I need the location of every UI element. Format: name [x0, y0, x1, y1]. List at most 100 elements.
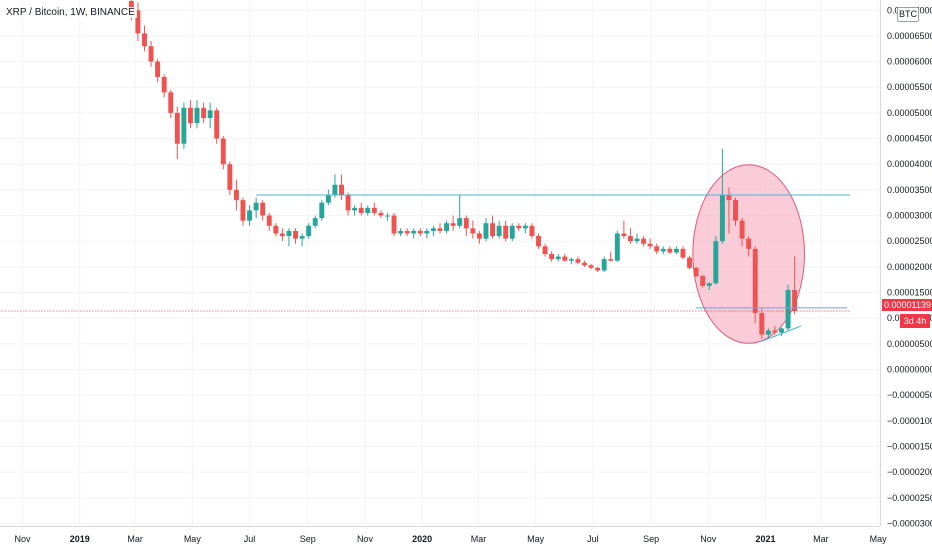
symbol-title[interactable]: XRP / Bitcoin, 1W, BINANCE — [4, 7, 137, 18]
candle — [733, 197, 738, 226]
candle — [293, 228, 298, 244]
candle-body — [779, 328, 784, 333]
candle — [207, 102, 213, 129]
candle — [306, 223, 312, 239]
candle-body — [325, 195, 331, 203]
time-tick-label: May — [870, 534, 888, 544]
candle-body — [713, 241, 719, 284]
candle-body — [641, 238, 647, 244]
candle-body — [417, 230, 423, 234]
time-tick-label: Nov — [357, 534, 374, 544]
candle — [549, 251, 555, 262]
price-tick-label: 0.00004000 — [887, 159, 932, 169]
candle-body — [700, 276, 706, 286]
candle — [516, 223, 522, 231]
time-tick-label: Mar — [471, 534, 487, 544]
candle-body — [299, 236, 305, 239]
time-tick-label: May — [184, 534, 202, 544]
candle — [286, 228, 292, 247]
candle-body — [181, 107, 187, 144]
candle-body — [253, 202, 259, 211]
candle — [299, 233, 305, 247]
candle-body — [240, 200, 246, 221]
currency-badge[interactable]: BTC — [897, 7, 919, 22]
candle-body — [444, 223, 450, 231]
last-price-label: 0.00001139 — [882, 299, 932, 311]
candle-body — [398, 230, 404, 234]
horizontal-lines — [0, 194, 850, 342]
candle — [483, 218, 489, 242]
candle-body — [365, 207, 371, 213]
candle-body — [470, 228, 476, 234]
candle — [404, 228, 410, 237]
price-tick-label: −0.00002500 — [887, 493, 932, 503]
candle — [135, 2, 141, 42]
bar-countdown-label: 3d 4h — [900, 314, 930, 328]
candle — [417, 228, 423, 237]
candle-body — [345, 195, 351, 211]
candle — [385, 212, 390, 221]
candle-body — [706, 283, 712, 286]
candle-body — [214, 110, 220, 139]
candle — [568, 257, 574, 265]
candle-body — [306, 225, 312, 237]
candle-body — [463, 218, 469, 229]
candle — [470, 220, 476, 239]
candle-body — [168, 92, 174, 113]
candle-body — [496, 225, 502, 237]
candle-body — [293, 230, 298, 239]
price-tick-label: 0.00003000 — [887, 211, 932, 221]
candle — [529, 223, 535, 239]
price-tick-label: 0.00003500 — [887, 185, 932, 195]
candle-body — [352, 207, 358, 211]
candle-body — [194, 107, 200, 124]
candle-body — [358, 207, 364, 213]
time-tick-label: Sep — [300, 534, 316, 544]
candle — [595, 266, 601, 272]
candle — [168, 89, 174, 119]
candle-body — [739, 220, 745, 239]
candle-body — [588, 265, 594, 268]
candle-body — [279, 233, 285, 237]
candle — [187, 100, 193, 129]
candle-body — [660, 248, 666, 252]
candle-body — [726, 195, 732, 201]
candle-body — [450, 223, 456, 226]
candle — [391, 212, 397, 237]
candle — [693, 266, 699, 278]
candle-body — [476, 233, 482, 239]
candle-body — [430, 228, 436, 231]
candle — [601, 256, 607, 272]
time-tick-label: Jul — [587, 534, 599, 544]
candle — [450, 215, 456, 231]
candle-body — [522, 225, 528, 229]
candle — [490, 215, 495, 239]
candle — [273, 223, 279, 237]
candle-body — [647, 243, 653, 247]
candle-body — [319, 202, 325, 219]
candle-body — [220, 138, 226, 165]
candle — [365, 205, 371, 216]
price-tick-label: 0.00001500 — [887, 288, 932, 298]
candle-body — [529, 225, 535, 237]
time-tick-label: 2019 — [70, 534, 90, 544]
candle — [713, 236, 719, 285]
candle-body — [562, 256, 568, 261]
candle — [503, 220, 509, 242]
price-tick-label: 0.00002000 — [887, 262, 932, 272]
candle-body — [424, 230, 430, 234]
candle-body — [273, 225, 279, 234]
candle-body — [128, 1, 134, 11]
candle-body — [687, 257, 693, 268]
candle — [509, 223, 515, 242]
candle — [220, 135, 226, 170]
candle-body — [509, 225, 515, 239]
candle — [181, 102, 187, 149]
candle — [260, 200, 266, 221]
candle-body — [490, 223, 495, 237]
candle-body — [752, 248, 758, 314]
price-tick-label: −0.00002000 — [887, 467, 932, 477]
time-tick-label: Nov — [15, 534, 32, 544]
candle — [247, 205, 253, 226]
